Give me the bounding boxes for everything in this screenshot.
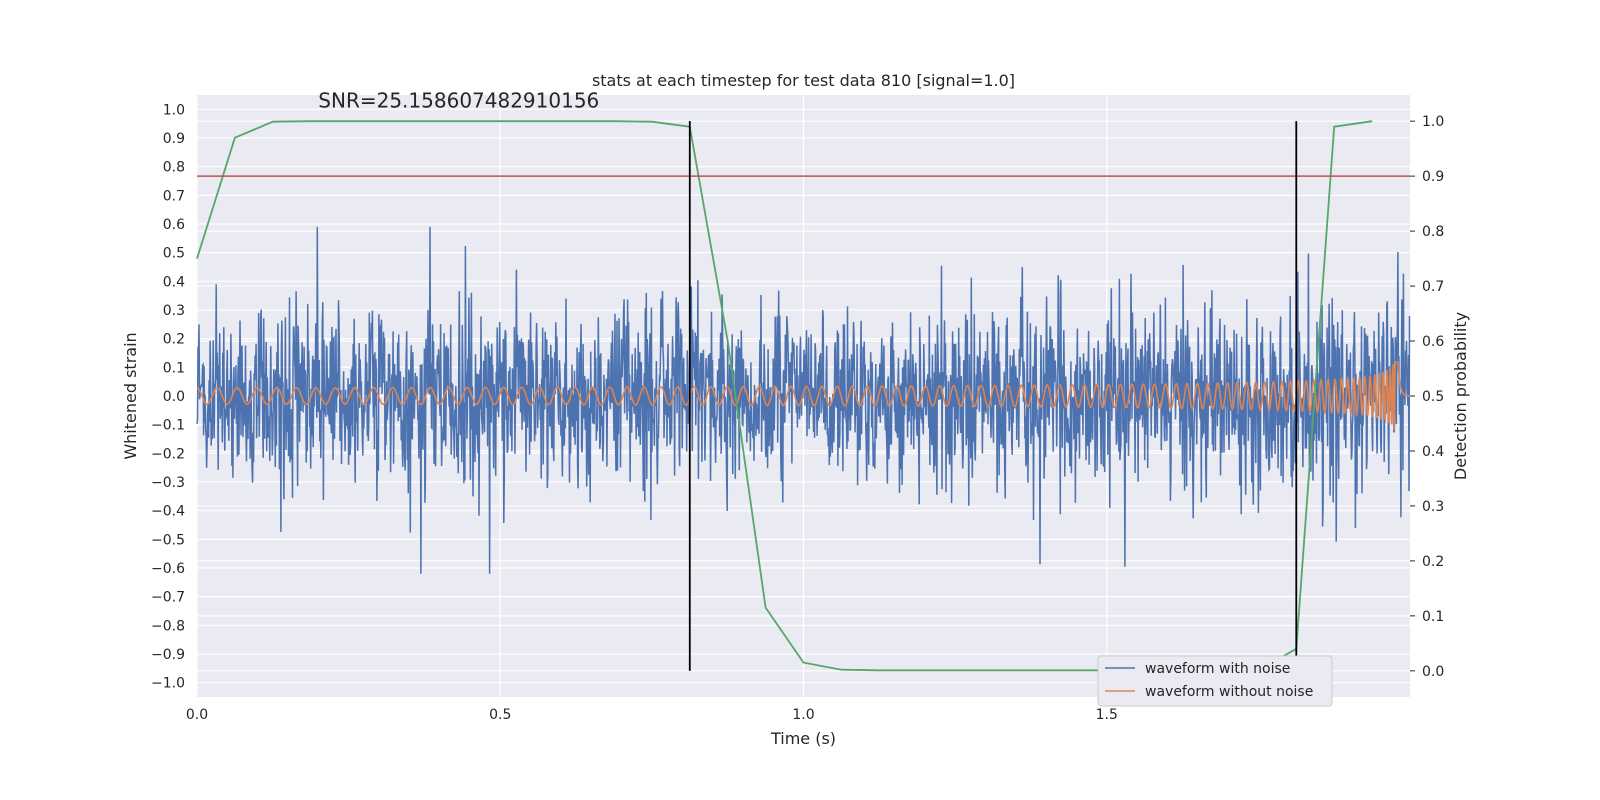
y2-tick-label: 0.1 <box>1422 609 1444 625</box>
y2-tick-label: 0.4 <box>1422 444 1444 460</box>
legend-label-waveform-without-noise: waveform without noise <box>1145 684 1313 700</box>
chart-title: stats at each timestep for test data 810… <box>592 71 1015 90</box>
y2-tick-label: 0.6 <box>1422 334 1444 350</box>
x-tick-label: 0.0 <box>186 707 208 723</box>
y-tick-label: 0.0 <box>163 389 185 405</box>
snr-annotation: SNR=25.158607482910156 <box>318 88 599 112</box>
y-tick-label: −0.5 <box>151 532 185 548</box>
y2-tick-label: 0.0 <box>1422 664 1444 680</box>
y2-tick-label: 0.3 <box>1422 499 1444 515</box>
y2-tick-label: 1.0 <box>1422 114 1444 130</box>
y-tick-label: 0.6 <box>163 217 185 233</box>
y-axis-label: Whitened strain <box>121 332 140 459</box>
y-tick-label: 1.0 <box>163 102 185 118</box>
y-tick-label: −0.3 <box>151 475 185 491</box>
x-tick-label: 1.0 <box>792 707 814 723</box>
grid <box>196 95 1410 697</box>
y2-tick-label: 0.8 <box>1422 224 1444 240</box>
y2-tick-label: 0.2 <box>1422 554 1444 570</box>
legend-label-waveform-with-noise: waveform with noise <box>1145 661 1290 677</box>
y-tick-label: 0.8 <box>163 160 185 176</box>
y-tick-label: 0.4 <box>163 274 185 290</box>
y-tick-label: 0.7 <box>163 188 185 204</box>
y2-tick-label: 0.7 <box>1422 279 1444 295</box>
y-tick-label: 0.2 <box>163 332 185 348</box>
ticks: 0.0 0.5 1.0 1.5 1.0 0.9 0.8 0.7 0.6 0.5 0.4 0.3 0.2 0… <box>151 102 1444 723</box>
y2-axis-label: Detection probability <box>1451 312 1470 480</box>
y-tick-label: −0.4 <box>151 504 185 520</box>
y-tick-label: 0.9 <box>163 131 185 147</box>
y-tick-label: 0.5 <box>163 246 185 262</box>
y-tick-label: −1.0 <box>151 676 185 692</box>
y-tick-label: −0.8 <box>151 618 185 634</box>
y-tick-label: −0.1 <box>151 418 185 434</box>
series-waveform-with-noise <box>196 226 1411 574</box>
x-tick-label: 0.5 <box>489 707 511 723</box>
y2-tick-label: 0.5 <box>1422 389 1444 405</box>
y-tick-label: −0.2 <box>151 446 185 462</box>
x-tick-label: 1.5 <box>1096 707 1118 723</box>
series-waveform-without-noise <box>197 361 1410 431</box>
y-tick-label: 0.1 <box>163 360 185 376</box>
y-tick-label: 0.3 <box>163 303 185 319</box>
legend: waveform with noise waveform without noi… <box>1097 655 1333 707</box>
y-tick-label: −0.6 <box>151 561 185 577</box>
legend-box <box>1097 655 1333 707</box>
y-tick-label: −0.9 <box>151 647 185 663</box>
x-axis-label: Time (s) <box>770 729 836 748</box>
y2-tick-label: 0.9 <box>1422 169 1444 185</box>
y-tick-label: −0.7 <box>151 590 185 606</box>
